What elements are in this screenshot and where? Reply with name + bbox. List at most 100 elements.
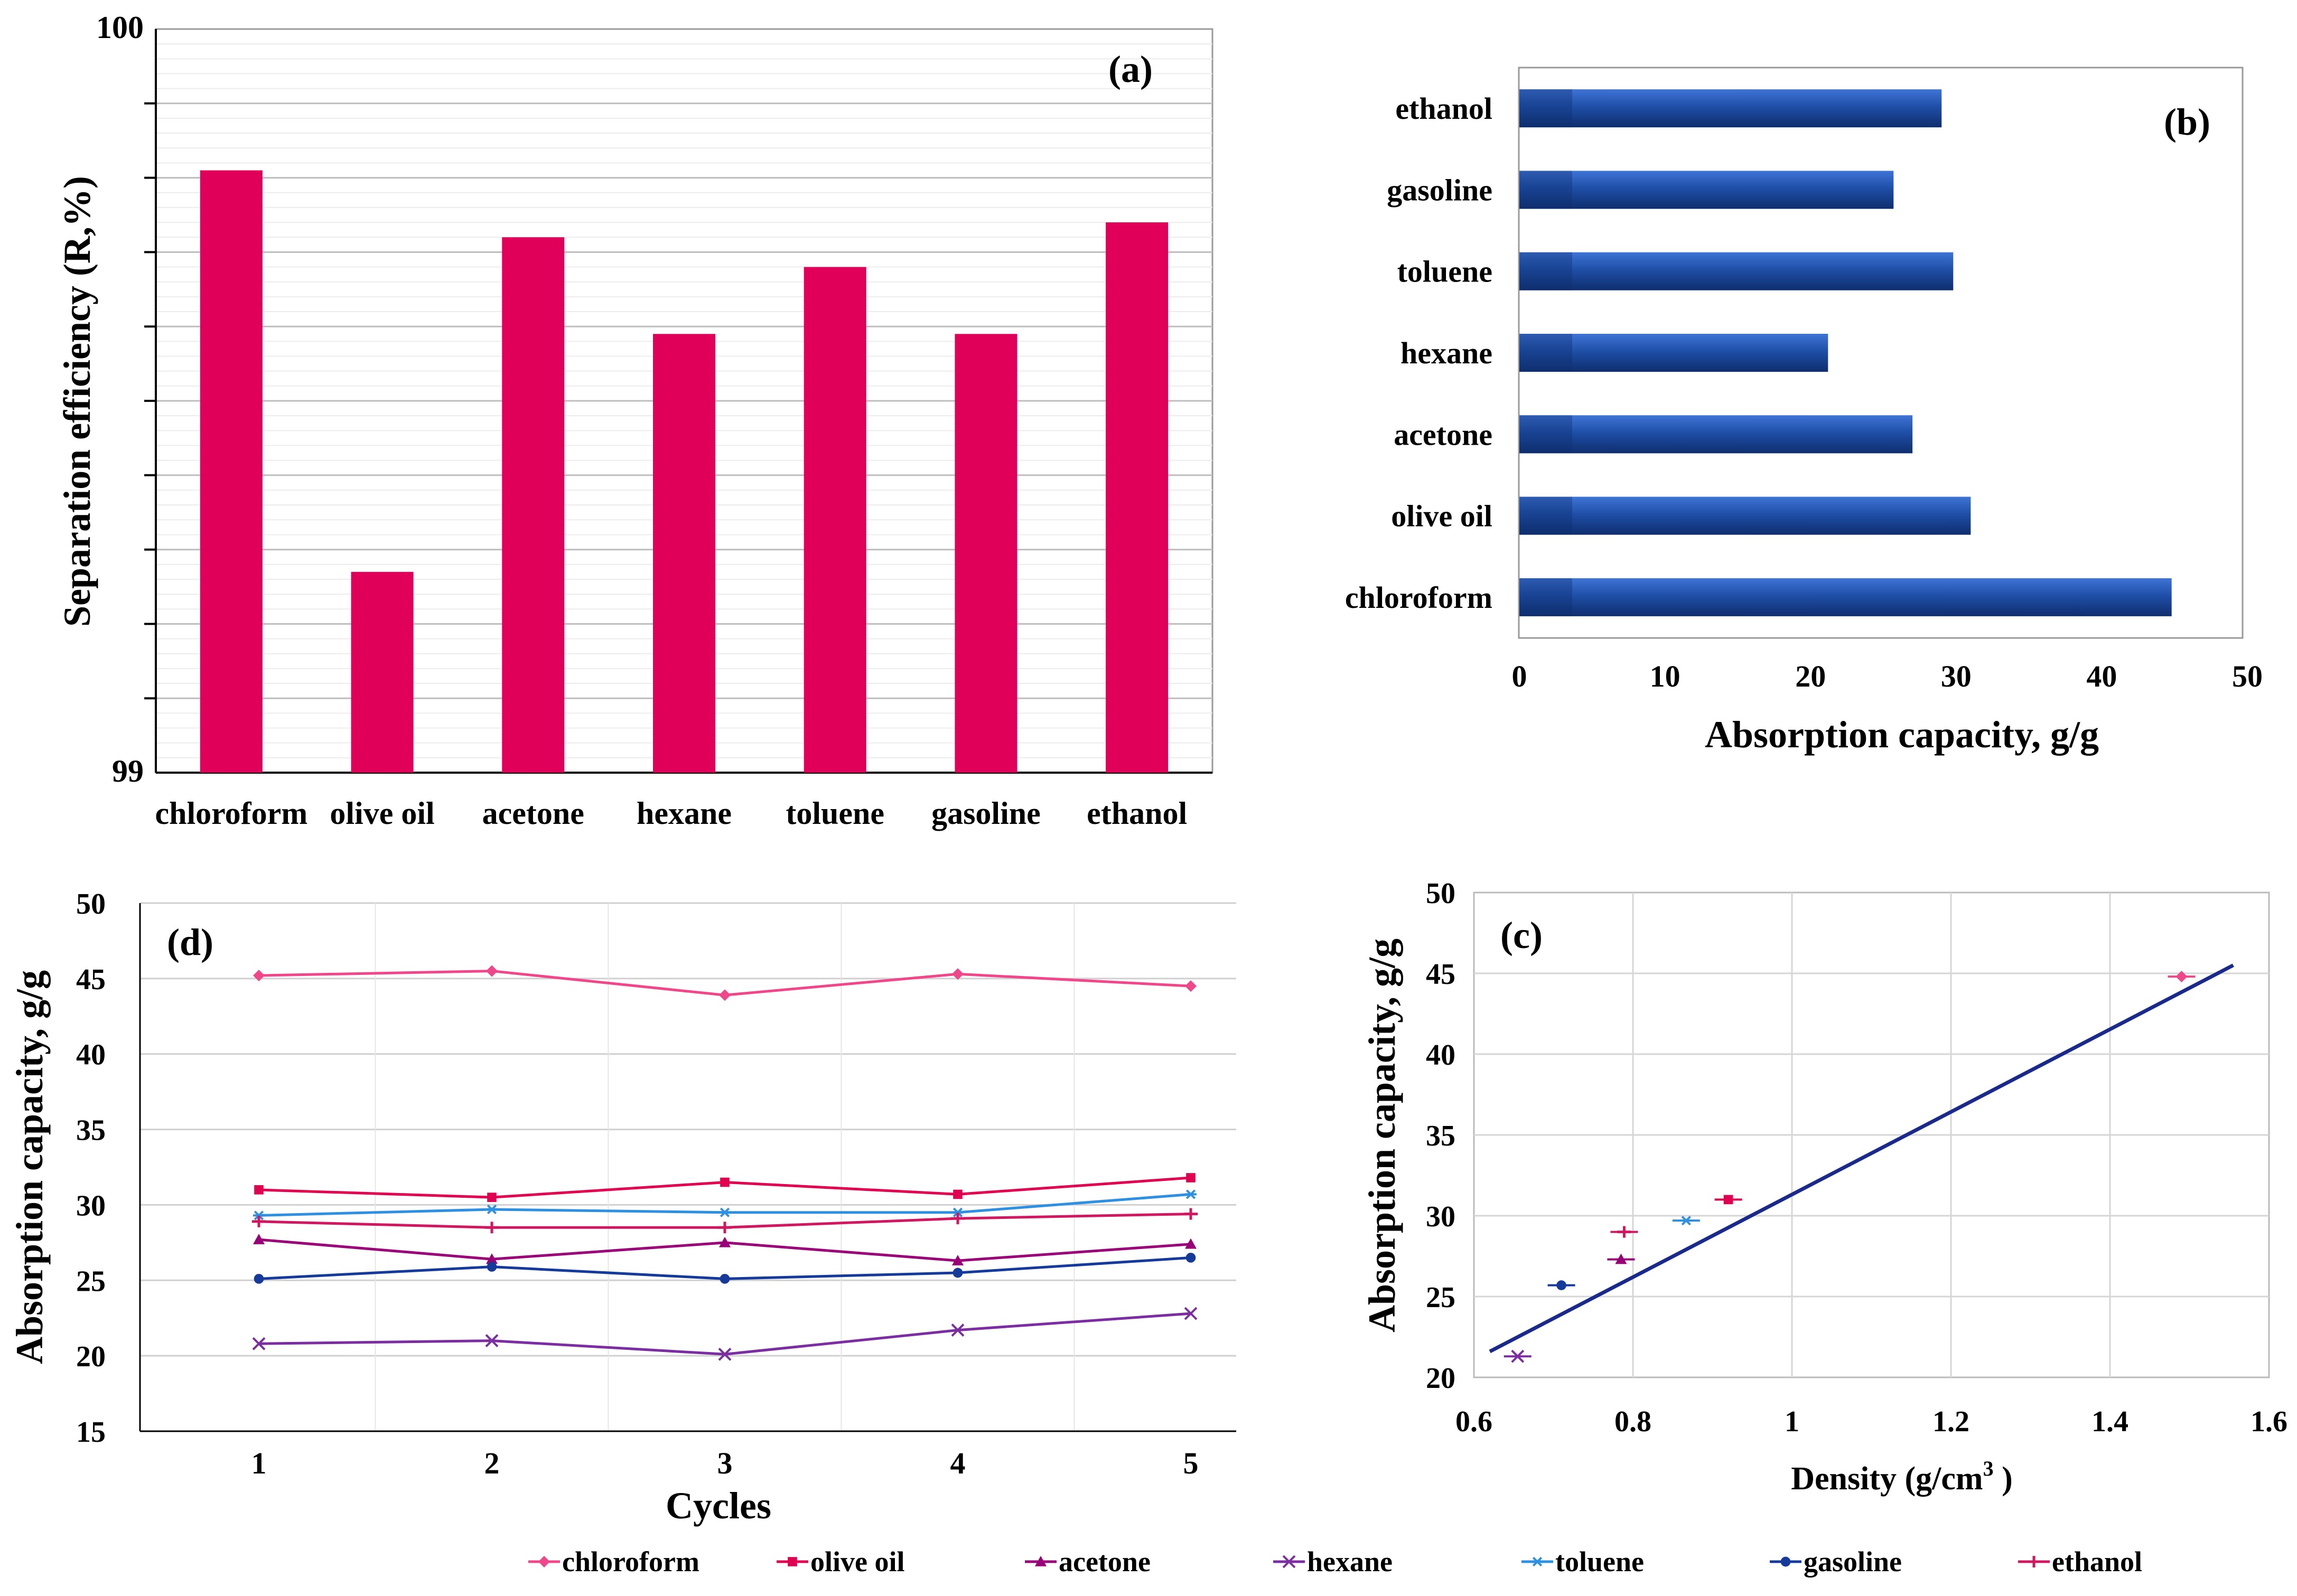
panel-c-point-chloroform-shape (2175, 971, 2188, 983)
panel-d-point-olive-oil-shape (953, 1189, 963, 1199)
panel-d-y-tick-label: 30 (76, 1189, 106, 1222)
panel-d-y-tick-label: 35 (76, 1114, 106, 1147)
panel-d-point-chloroform-shape (253, 970, 265, 982)
panel-d-point-gasoline-shape (1185, 1253, 1196, 1263)
panel-d-point-gasoline (953, 1268, 963, 1278)
panel-b-bar-hexane (1519, 334, 1828, 372)
panel-d-point-toluene (952, 1207, 964, 1217)
panel-d-point-chloroform (486, 965, 498, 977)
panel-c-y-axis-title: Absorption capacity, g/g (1361, 938, 1403, 1332)
panel-b-bar-shade-chloroform (1519, 578, 1572, 616)
panel-b-label: (b) (2164, 101, 2210, 143)
panel-c-x-tick-label: 1 (1785, 1405, 1799, 1438)
panel-b-category-label: acetone (1394, 417, 1492, 452)
panel-a-bar-hexane (653, 334, 715, 773)
panel-b-x-tick-label: 40 (2086, 659, 2117, 693)
panel-c-point-toluene-stroke-3 (1681, 1216, 1691, 1226)
panel-c-x-axis-title: Density (g/cm3 ) (1791, 1457, 2012, 1497)
panel-b-x-axis-title: Absorption capacity, g/g (1705, 713, 2099, 756)
panel-b-x-tick-label: 20 (1795, 659, 1826, 693)
panel-d-point-ethanol (717, 1222, 732, 1234)
panel-d-point-toluene-stroke-3 (1185, 1189, 1196, 1199)
legend-marker-toluene (1532, 1556, 1543, 1567)
panel-a-y-axis-title: Separation efficiency (R,%) (56, 176, 98, 627)
panel-d-point-acetone-shape (719, 1236, 731, 1247)
panel-d-point-hexane-stroke-2 (951, 1323, 965, 1337)
panel-d-point-olive-oil-shape (254, 1185, 264, 1195)
panel-a-bar-gasoline (955, 334, 1017, 773)
panel-d-point-gasoline-shape (953, 1268, 963, 1278)
panel-b-bars (1519, 89, 2172, 616)
panel-d-point-hexane (485, 1334, 499, 1347)
panel-c-fit-line (1489, 963, 2234, 1354)
panel-d-point-acetone (253, 1234, 265, 1244)
panel-c-y-tick-label: 35 (1426, 1120, 1455, 1152)
panel-c-point-gasoline (1556, 1280, 1566, 1290)
panel-a-category-label: hexane (637, 796, 732, 831)
panel-b-bar-shade-gasoline (1519, 171, 1572, 209)
panel-d-point-toluene-stroke-3 (254, 1210, 264, 1221)
panel-a-bars (200, 170, 1169, 773)
legend-label: ethanol (2052, 1546, 2142, 1578)
panel-d-y-tick-label: 15 (76, 1416, 106, 1449)
panel-d-x-tick-label: 3 (717, 1446, 733, 1480)
panel-d-point-acetone (1185, 1238, 1197, 1249)
panel-b-bar-toluene (1519, 252, 1954, 290)
legend-marker-chloroform-shape (538, 1556, 550, 1567)
panel-a-category-label: acetone (482, 796, 584, 831)
panel-b-x-tick-label: 50 (2232, 659, 2263, 693)
legend-marker-acetone-shape (1035, 1556, 1047, 1566)
legend-marker-toluene-stroke-3 (1532, 1556, 1543, 1567)
panel-d-point-hexane-stroke-2 (252, 1337, 266, 1350)
panel-d-point-acetone (719, 1236, 731, 1247)
panel-b-category-label: hexane (1400, 336, 1492, 370)
panel-b-bar-ethanol (1519, 89, 1942, 128)
panel-d-point-chloroform (952, 968, 964, 980)
panel-d-point-toluene-stroke-3 (487, 1204, 497, 1215)
panel-d-point-gasoline-shape (720, 1274, 730, 1284)
panel-d-point-olive-oil-shape (1186, 1173, 1196, 1182)
panel-b: chloroform olive oil acetone hexane toluene g… (1345, 67, 2263, 756)
panel-a: chloroform olive oil acetone hexane toluene g… (56, 10, 1213, 831)
panel-d-point-chloroform-shape (1185, 980, 1197, 992)
panel-c-y-tick-label: 45 (1426, 958, 1455, 991)
panel-b-bar-acetone (1519, 415, 1913, 454)
panel-a-bar-ethanol (1106, 222, 1169, 773)
panel-d-point-chloroform-shape (952, 968, 964, 980)
panel-d-point-chloroform-shape (486, 965, 498, 977)
panel-c-point-gasoline-shape (1556, 1280, 1566, 1290)
panel-d-point-acetone-shape (486, 1253, 498, 1264)
panel-c-y-tick-label: 40 (1426, 1039, 1455, 1072)
panel-c-y-tick-label: 20 (1426, 1362, 1455, 1395)
legend-marker-olive-oil (788, 1557, 797, 1566)
panel-d-y-tick-label: 45 (76, 963, 106, 996)
panel-c-point-chloroform (2175, 971, 2188, 983)
panel-d-point-hexane (951, 1323, 965, 1337)
panel-b-bar-olive-oil (1519, 496, 1971, 535)
panel-d-point-olive-oil-shape (487, 1193, 497, 1202)
panel-b-category-labels: chloroform olive oil acetone hexane toluene g… (1345, 91, 1492, 615)
panel-d-point-olive-oil (720, 1177, 730, 1187)
panel-d-point-olive-oil (254, 1185, 264, 1195)
legend-label: toluene (1555, 1546, 1644, 1578)
legend-label: gasoline (1804, 1546, 1902, 1578)
legend-marker-gasoline-shape (1780, 1556, 1791, 1567)
panel-a-category-label: toluene (786, 796, 884, 831)
panel-b-x-tick-labels: 0 10 20 30 40 50 (1512, 659, 2263, 693)
panel-d-point-gasoline-shape (254, 1274, 264, 1284)
panel-d-point-olive-oil (487, 1193, 497, 1202)
panel-d-point-toluene-stroke-3 (953, 1207, 963, 1217)
panel-c-y-tick-label: 25 (1426, 1281, 1455, 1314)
panel-c-x-axis-title-sup: 3 (1983, 1457, 1994, 1480)
panel-d-y-tick-label: 40 (76, 1039, 106, 1072)
panel-b-category-label: ethanol (1395, 91, 1492, 126)
panel-d-point-acetone-shape (952, 1255, 964, 1265)
panel-a-bar-olive-oil (351, 571, 414, 773)
panel-b-category-label: toluene (1397, 255, 1492, 289)
panel-a-bar-acetone (502, 237, 565, 773)
panel-d-point-olive-oil-shape (720, 1177, 730, 1187)
panel-b-category-label: gasoline (1387, 173, 1492, 207)
legend-marker-ethanol (2027, 1556, 2041, 1567)
